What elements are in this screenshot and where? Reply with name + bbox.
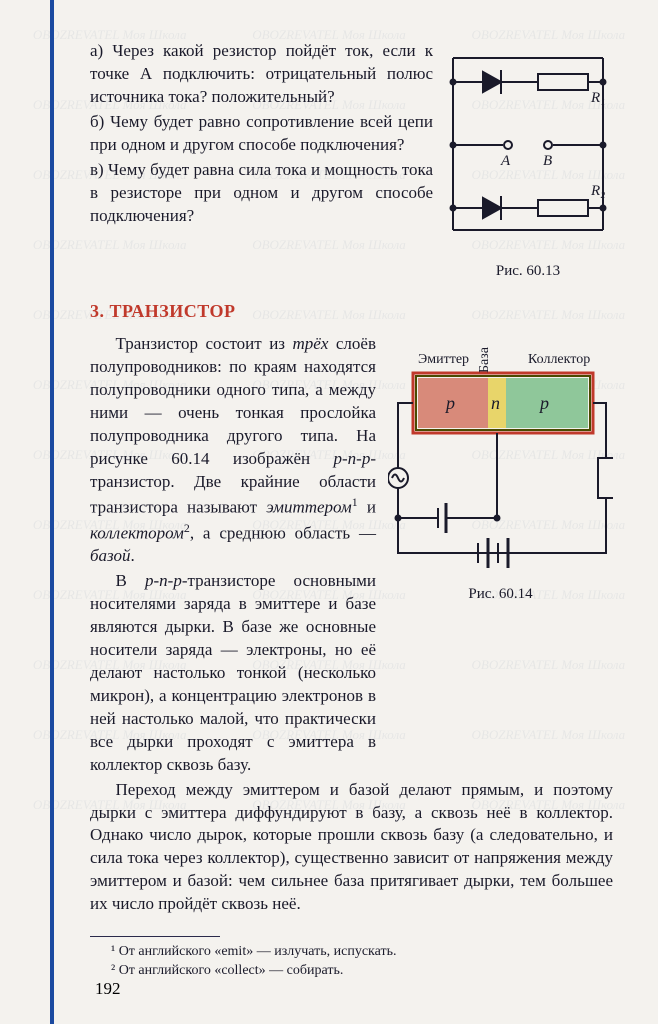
- svg-text:n: n: [491, 393, 500, 413]
- footnote-separator: [90, 936, 220, 937]
- transistor-para-1: Транзистор состоит из трёх слоёв полупро…: [90, 333, 376, 568]
- exercise-text: а) Через какой резистор пойдёт ток, если…: [90, 40, 433, 281]
- label-r1: R₁: [590, 90, 605, 106]
- exercise-c: в) Чему будет равна сила тока и мощность…: [90, 159, 433, 228]
- figure-60-14: Эмиттер Коллектор База p n p: [388, 333, 613, 778]
- label-collector: Коллектор: [528, 352, 590, 367]
- footnote-2: ² От английского «collect» — собирать.: [90, 962, 613, 981]
- exercise-b: б) Чему будет равно сопротивление всей ц…: [90, 111, 433, 157]
- page-content: а) Через какой резистор пойдёт ток, если…: [60, 40, 633, 984]
- footnote-1: ¹ От английского «emit» — излучать, испу…: [90, 943, 613, 962]
- label-b: B: [543, 153, 552, 169]
- transistor-para-3: Переход между эмиттером и базой делают п…: [90, 779, 613, 917]
- label-r2: R₂: [590, 183, 605, 199]
- circuit-60-14-svg: Эмиттер Коллектор База p n p: [388, 333, 613, 573]
- section-number: 3.: [90, 301, 105, 321]
- label-base: База: [477, 347, 492, 374]
- figure-60-13-caption: Рис. 60.13: [443, 261, 613, 281]
- svg-text:p: p: [444, 393, 455, 413]
- page-margin-stripe: [50, 0, 54, 1024]
- circuit-60-13-svg: R₁ R₂ A B: [443, 40, 613, 250]
- exercise-block: а) Через какой резистор пойдёт ток, если…: [90, 40, 613, 281]
- svg-text:p: p: [538, 393, 549, 413]
- figure-60-14-caption: Рис. 60.14: [388, 584, 613, 604]
- label-a: A: [500, 153, 511, 169]
- label-emitter: Эмиттер: [418, 352, 469, 367]
- section-title: ТРАНЗИСТОР: [110, 301, 236, 321]
- transistor-para-2-start: В p-n-p-транзисторе основными носителями…: [90, 570, 376, 776]
- body-continuation: Переход между эмиттером и базой делают п…: [90, 779, 613, 917]
- figure-60-13: R₁ R₂ A B Рис. 60.13: [443, 40, 613, 281]
- transistor-text-col: Транзистор состоит из трёх слоёв полупро…: [90, 333, 376, 778]
- page-number: 192: [95, 979, 121, 999]
- exercise-a: а) Через какой резистор пойдёт ток, если…: [90, 40, 433, 109]
- section-heading: 3. ТРАНЗИСТОР: [90, 299, 613, 323]
- transistor-block: Транзистор состоит из трёх слоёв полупро…: [90, 333, 613, 778]
